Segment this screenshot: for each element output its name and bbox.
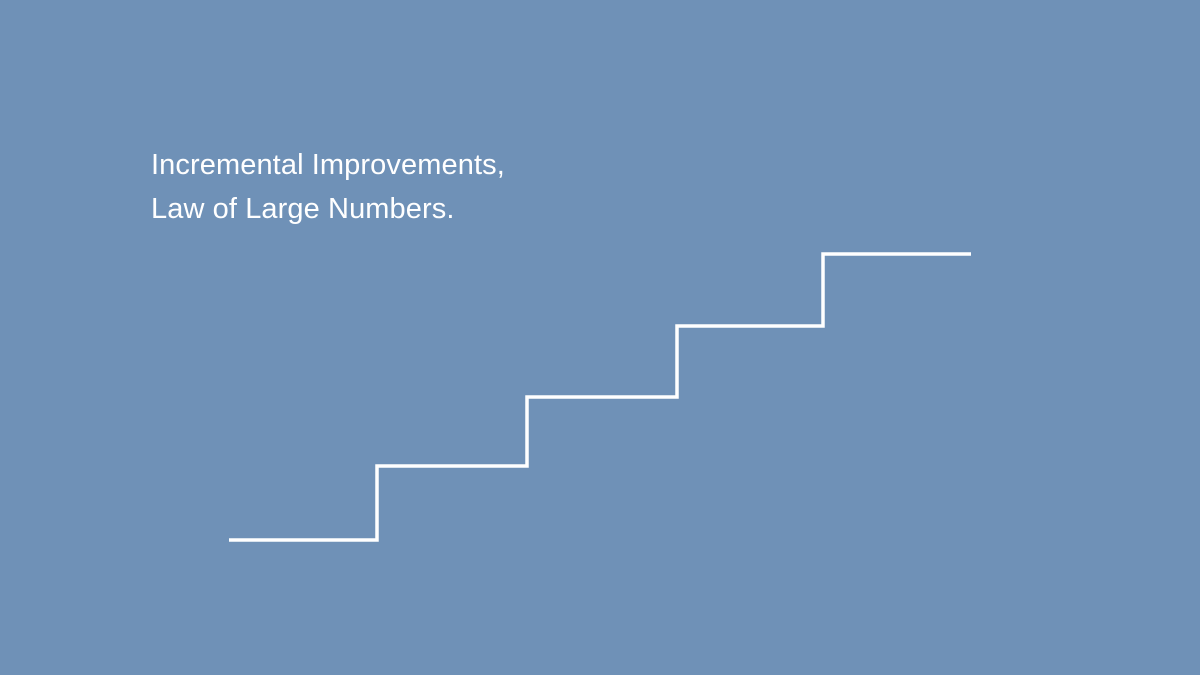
headline-line-2: Law of Large Numbers. <box>151 193 455 225</box>
headline: Incremental Improvements, Law of Large N… <box>151 143 505 231</box>
headline-line-1: Incremental Improvements, <box>151 149 505 181</box>
staircase-line <box>229 252 971 542</box>
